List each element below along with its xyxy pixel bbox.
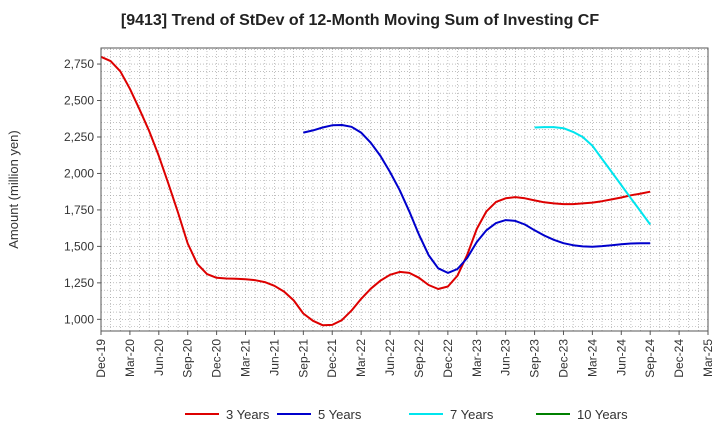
- x-tick-label: Dec-23: [556, 339, 570, 378]
- y-tick-label: 2,000: [64, 166, 94, 180]
- y-tick-label: 2,500: [64, 94, 94, 108]
- y-tick-label: 1,750: [64, 203, 94, 217]
- x-tick-label: Dec-24: [672, 339, 686, 378]
- y-axis-label: Amount (million yen): [6, 130, 21, 249]
- y-tick-label: 1,000: [64, 312, 94, 326]
- plot-area: [101, 48, 708, 331]
- x-tick-label: Mar-25: [701, 339, 715, 377]
- series-line-5-years: [303, 124, 651, 274]
- x-tick-label: Dec-22: [441, 339, 455, 378]
- x-tick-label: Jun-24: [614, 339, 628, 376]
- chart-title: [9413] Trend of StDev of 12-Month Moving…: [120, 12, 600, 29]
- x-tick-label: Dec-20: [210, 339, 224, 378]
- x-tick-label: Sep-24: [643, 339, 657, 378]
- series-line-3-years: [100, 55, 651, 327]
- series-layer: [100, 55, 652, 327]
- x-tick-label: Jun-22: [383, 339, 397, 376]
- legend-label: 10 Years: [577, 407, 628, 422]
- legend: 3 Years 5 Years 7 Years 10 Years: [185, 407, 628, 422]
- x-tick-label: Mar-23: [470, 339, 484, 377]
- x-tick-label: Mar-21: [239, 339, 253, 377]
- x-tick-label: Jun-20: [152, 339, 166, 376]
- x-tick-label: Dec-19: [94, 339, 108, 378]
- x-tick-label: Mar-22: [354, 339, 368, 377]
- x-tick-label: Sep-22: [412, 339, 426, 378]
- legend-label: 5 Years: [318, 407, 362, 422]
- y-tick-label: 2,250: [64, 130, 94, 144]
- x-tick-label: Sep-23: [528, 339, 542, 378]
- x-tick-label: Jun-21: [267, 339, 281, 376]
- x-tick-label: Mar-20: [123, 339, 137, 377]
- legend-label: 7 Years: [450, 407, 494, 422]
- x-tick-label: Sep-20: [181, 339, 195, 378]
- y-tick-label: 2,750: [64, 57, 94, 71]
- plot-border: [100, 47, 709, 332]
- series-line-7-years: [534, 126, 652, 226]
- x-tick-label: Jun-23: [499, 339, 513, 376]
- y-tick-label: 1,500: [64, 239, 94, 253]
- x-tick-label: Sep-21: [296, 339, 310, 378]
- x-tick-label: Dec-21: [325, 339, 339, 378]
- legend-label: 3 Years: [226, 407, 270, 422]
- axes-layer: 1,000 1,250 1,500 1,750 2,000 2,250 2,500 2,750…: [6, 47, 715, 378]
- grid-layer: [101, 48, 708, 331]
- x-tick-label: Mar-24: [585, 339, 599, 377]
- y-tick-label: 1,250: [64, 276, 94, 290]
